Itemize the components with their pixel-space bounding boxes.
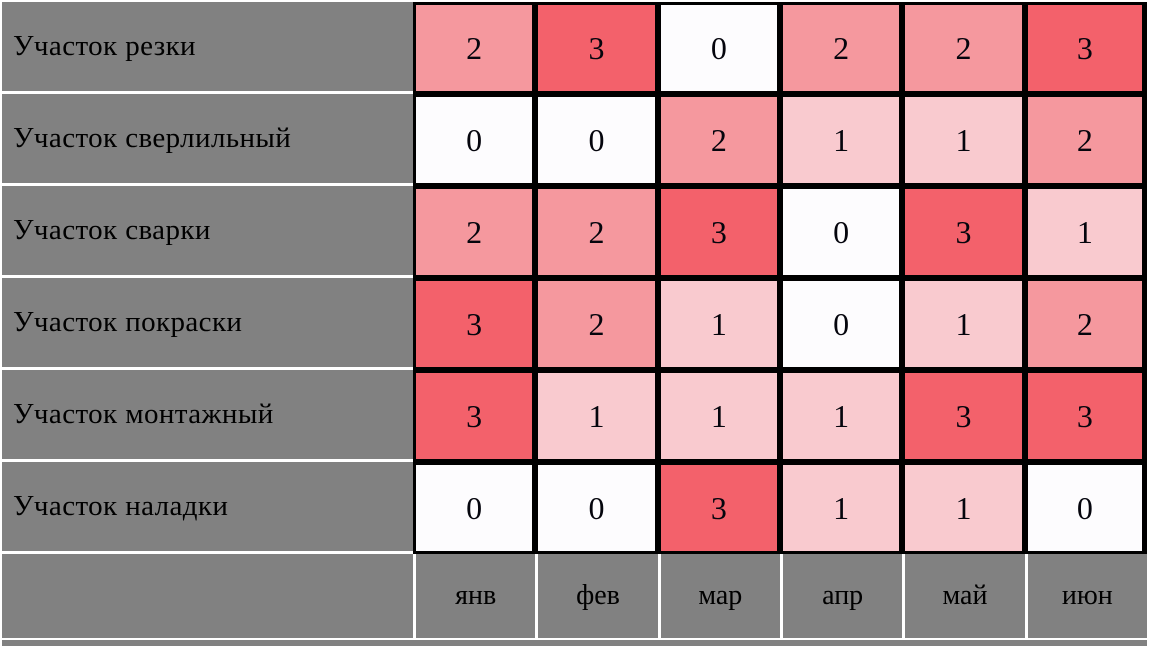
heat-cell: 2 — [1024, 94, 1147, 186]
heat-cell: 2 — [535, 278, 658, 370]
heat-cell: 1 — [657, 370, 780, 462]
heat-cell: 0 — [535, 94, 658, 186]
heat-cell: 1 — [780, 94, 903, 186]
heat-cell: 0 — [657, 2, 780, 94]
heat-cell: 2 — [780, 2, 903, 94]
row-label: Участок сверлильный — [2, 94, 413, 186]
heat-cell: 0 — [1024, 462, 1147, 554]
heat-cell: 1 — [902, 94, 1025, 186]
heat-cell: 0 — [413, 462, 536, 554]
heat-cell: 2 — [1024, 278, 1147, 370]
row-label: Участок монтажный — [2, 370, 413, 462]
month-label: янв — [413, 554, 535, 638]
heat-cell: 3 — [657, 186, 780, 278]
heat-cell: 2 — [902, 2, 1025, 94]
heat-cell: 3 — [413, 278, 536, 370]
heat-cell: 3 — [1024, 370, 1147, 462]
heat-cell: 3 — [1024, 2, 1147, 94]
heat-cell: 3 — [657, 462, 780, 554]
heat-cell: 0 — [780, 278, 903, 370]
month-label: фев — [535, 554, 657, 638]
heat-cell: 3 — [902, 370, 1025, 462]
heat-cell: 3 — [535, 2, 658, 94]
heat-cell: 1 — [780, 462, 903, 554]
heat-cell: 3 — [413, 370, 536, 462]
heat-cell: 2 — [535, 186, 658, 278]
row-label: Участок сварки — [2, 186, 413, 278]
heat-cell: 0 — [780, 186, 903, 278]
row-label: Участок наладки — [2, 462, 413, 554]
month-label: апр — [780, 554, 902, 638]
month-label: май — [902, 554, 1024, 638]
heat-cell: 3 — [902, 186, 1025, 278]
month-label: мар — [657, 554, 780, 638]
month-label: июн — [1024, 554, 1147, 638]
row-label: Участок резки — [2, 2, 413, 94]
heat-cell: 0 — [535, 462, 658, 554]
heat-cell: 2 — [413, 186, 536, 278]
heat-cell: 2 — [657, 94, 780, 186]
heat-cell: 0 — [413, 94, 536, 186]
heat-cell: 2 — [413, 2, 536, 94]
heat-cell: 1 — [535, 370, 658, 462]
heat-cell: 1 — [1024, 186, 1147, 278]
row-label: Участок покраски — [2, 278, 413, 370]
footer-corner — [2, 554, 413, 638]
heat-cell: 1 — [780, 370, 903, 462]
heat-cell: 1 — [902, 278, 1025, 370]
heat-cell: 1 — [902, 462, 1025, 554]
heat-cell: 1 — [657, 278, 780, 370]
